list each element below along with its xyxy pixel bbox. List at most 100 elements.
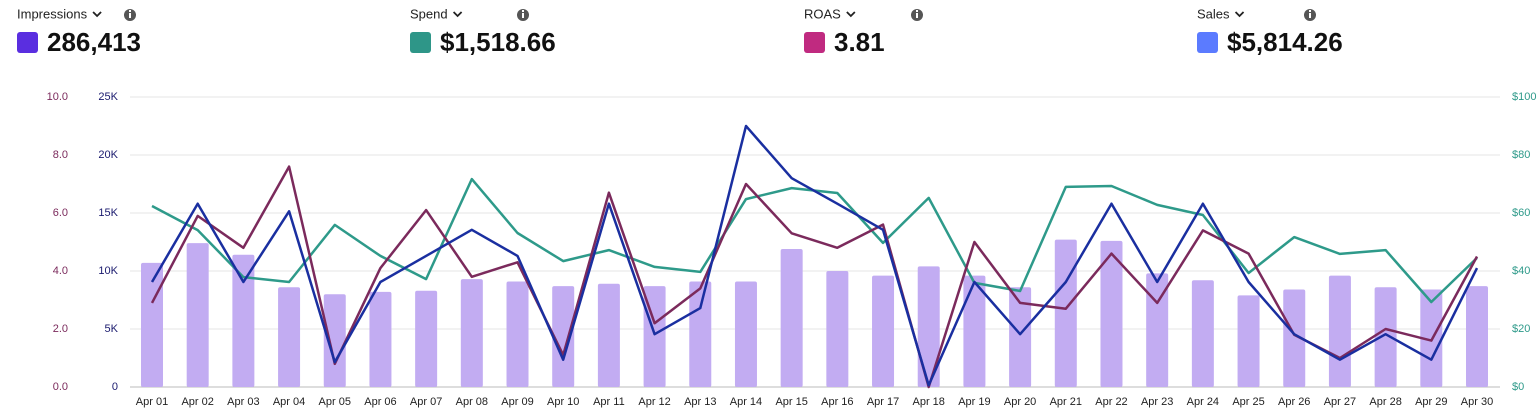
bar [1009,287,1032,387]
y2-tick-label: $40 [1512,265,1530,277]
x-tick-label: Apr 07 [410,396,442,408]
x-tick-label: Apr 26 [1278,396,1310,408]
line-roas [150,165,1479,389]
info-dot [129,13,131,18]
bar [780,248,803,387]
x-tick-label: Apr 13 [684,396,716,408]
bar [643,286,666,387]
y2-tick-label: $80 [1512,149,1530,161]
bar [506,281,529,387]
x-tick-label: Apr 17 [867,396,899,408]
x-tick-label: Apr 28 [1369,396,1401,408]
x-tick-label: Apr 03 [227,396,259,408]
info-dot [916,10,918,12]
metric-value: 286,413 [47,27,141,57]
metric-label[interactable]: Impressions [17,6,88,21]
bar [734,281,757,387]
x-tick-label: Apr 10 [547,396,579,408]
x-tick-label: Apr 29 [1415,396,1447,408]
y-tick-label: 0 [112,381,118,393]
bar [1146,273,1169,387]
metric-swatch [804,32,825,53]
y2-tick-label: $60 [1512,207,1530,219]
x-tick-label: Apr 08 [456,396,488,408]
y3-tick-label: 4.0 [53,265,68,277]
bar [323,294,346,387]
bar [917,266,940,387]
bar [369,291,392,387]
y-tick-label: 5K [105,323,119,335]
info-dot [1309,10,1311,12]
x-tick-label: Apr 21 [1050,396,1082,408]
bar [460,279,483,387]
bar [689,281,712,387]
x-tick-label: Apr 12 [638,396,670,408]
line-sales [150,124,1479,387]
metric-label[interactable]: Sales [1197,6,1230,21]
bar [1466,286,1488,387]
dropdown-chevron[interactable] [1234,11,1245,18]
x-tick-label: Apr 18 [913,396,945,408]
bar [1283,289,1306,387]
bar [1374,287,1397,387]
metric-value: $5,814.26 [1227,27,1343,57]
dropdown-chevron[interactable] [452,11,463,18]
x-tick-label: Apr 15 [775,396,807,408]
metric-swatch [410,32,431,53]
y3-tick-label: 10.0 [47,91,68,103]
metric-swatch [1197,32,1218,53]
x-tick-label: Apr 05 [319,396,351,408]
bar [1191,280,1214,387]
bar [232,254,255,387]
x-tick-label: Apr 14 [730,396,762,408]
x-tick-label: Apr 19 [958,396,990,408]
x-tick-label: Apr 04 [273,396,305,408]
bar [1100,240,1123,387]
x-tick-label: Apr 20 [1004,396,1036,408]
bar [186,243,209,387]
dropdown-chevron[interactable] [92,11,102,18]
dropdown-chevron[interactable] [846,11,856,18]
metric-label[interactable]: Spend [410,6,448,21]
x-tick-label: Apr 22 [1095,396,1127,408]
y3-tick-label: 6.0 [53,207,68,219]
x-tick-label: Apr 01 [136,396,168,408]
bar [963,275,986,387]
y2-tick-label: $0 [1512,381,1524,393]
x-tick-label: Apr 24 [1187,396,1219,408]
y2-tick-label: $100 [1512,91,1536,103]
x-tick-label: Apr 06 [364,396,396,408]
info-dot [129,10,131,12]
bar [872,275,895,387]
x-tick-label: Apr 02 [181,396,213,408]
y-tick-label: 25K [98,91,118,103]
y-tick-label: 10K [98,265,118,277]
x-tick-label: Apr 11 [593,396,625,408]
y-tick-label: 20K [98,149,118,161]
bar [552,286,575,387]
x-tick-label: Apr 25 [1232,396,1264,408]
bar [1328,275,1351,387]
metric-label[interactable]: ROAS [804,6,841,21]
x-tick-label: Apr 16 [821,396,853,408]
y2-tick-label: $20 [1512,323,1530,335]
y3-tick-label: 2.0 [53,323,68,335]
y3-tick-label: 0.0 [53,381,68,393]
info-dot [522,13,524,18]
x-tick-label: Apr 23 [1141,396,1173,408]
x-tick-label: Apr 27 [1324,396,1356,408]
bar [1237,295,1260,387]
metric-value: $1,518.66 [440,27,556,57]
info-dot [916,13,918,18]
bar [415,290,438,387]
y3-tick-label: 8.0 [53,149,68,161]
metric-value: 3.81 [834,27,885,57]
bar [278,287,301,387]
info-dot [1309,13,1311,18]
bar [597,283,620,387]
info-dot [522,10,524,12]
x-tick-label: Apr 30 [1461,396,1493,408]
bar [826,271,849,387]
metric-swatch [17,32,38,53]
